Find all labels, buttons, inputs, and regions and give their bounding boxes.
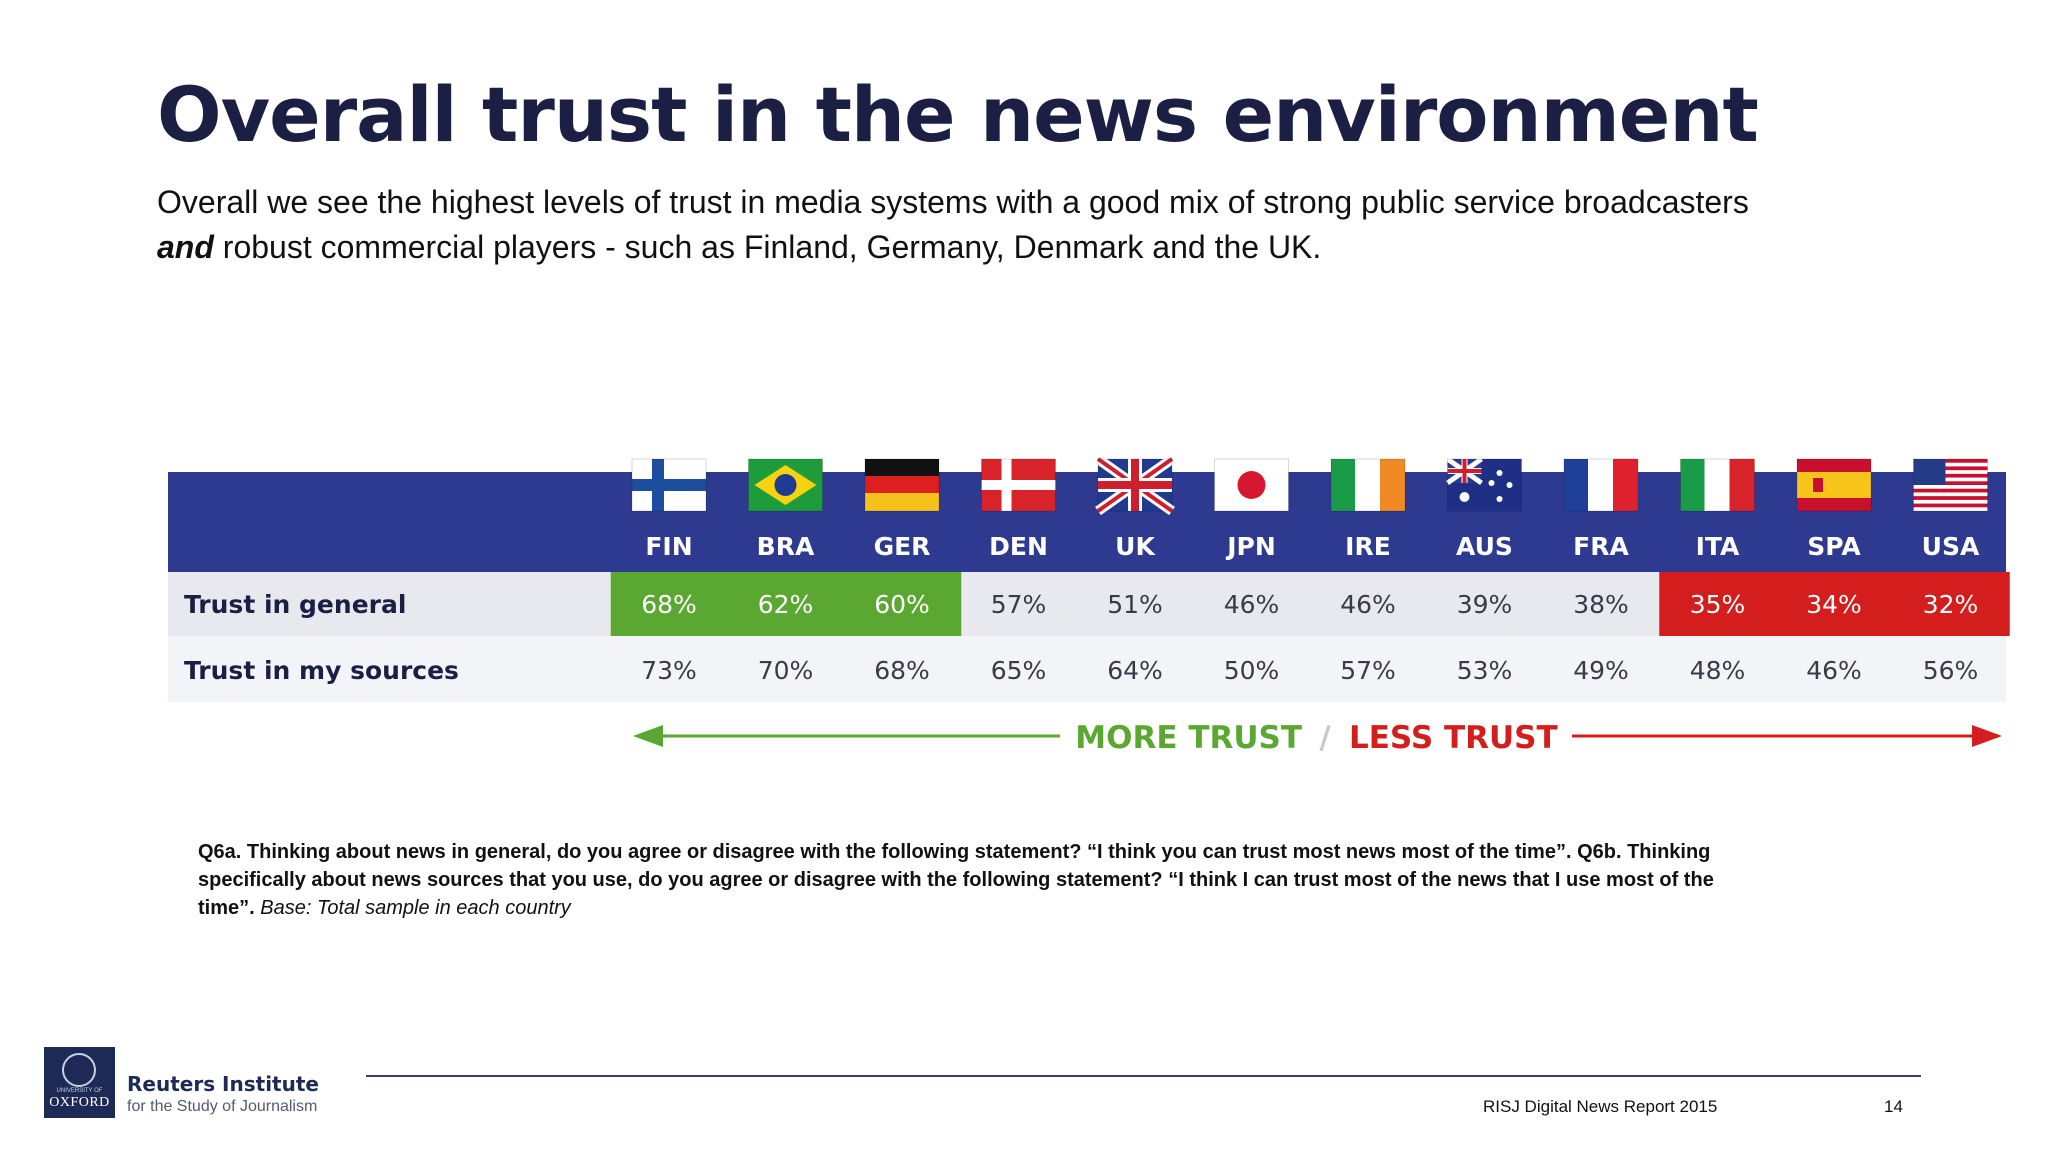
footnote-text: Q6a. Thinking about news in general, do …: [198, 841, 1714, 919]
value-sources-jpn: 50%: [1224, 656, 1280, 685]
value-sources-usa: 56%: [1923, 656, 1979, 685]
value-general-aus: 39%: [1457, 590, 1513, 619]
subtitle-part-1: Overall we see the highest levels of tru…: [157, 184, 1749, 220]
value-sources-uk: 64%: [1107, 656, 1163, 685]
logo-oxford-text: OXFORD: [49, 1095, 110, 1110]
flag-uk-icon: [1095, 454, 1175, 516]
row-label-trust-sources: Trust in my sources: [184, 656, 459, 685]
value-sources-ire: 57%: [1340, 656, 1396, 685]
less-trust-arrowhead: [1972, 725, 2002, 747]
highlight-cell-bra: [727, 572, 845, 636]
highlight-cell-ger: [843, 572, 962, 636]
value-general-fin: 68%: [641, 590, 697, 619]
value-general-jpn: 46%: [1224, 590, 1280, 619]
flag-den-icon: [981, 458, 1056, 512]
country-code-fin: FIN: [645, 532, 692, 561]
value-general-ita: 35%: [1690, 590, 1746, 619]
value-sources-aus: 53%: [1457, 656, 1513, 685]
country-code-usa: USA: [1922, 532, 1980, 561]
subtitle: Overall we see the highest levels of tru…: [157, 180, 1917, 270]
footer-divider: [366, 1075, 1921, 1077]
row-label-trust-general: Trust in general: [184, 590, 406, 619]
highlight-cell-ita: [1659, 572, 1777, 636]
country-code-bra: BRA: [757, 532, 815, 561]
value-general-uk: 51%: [1107, 590, 1163, 619]
subtitle-emphasis: and: [157, 229, 214, 265]
country-code-ger: GER: [874, 532, 931, 561]
value-general-bra: 62%: [758, 590, 814, 619]
highlight-cell-spa: [1775, 572, 1894, 636]
flag-bra-icon: [748, 458, 823, 512]
logo-university-text: UNIVERSITY OF: [56, 1088, 103, 1094]
flag-usa-icon: [1913, 458, 1988, 512]
country-code-ire: IRE: [1345, 532, 1391, 561]
value-general-den: 57%: [991, 590, 1047, 619]
value-sources-fra: 49%: [1573, 656, 1629, 685]
oxford-logo: UNIVERSITY OF OXFORD: [44, 1047, 115, 1118]
org-name: Reuters Institute: [127, 1072, 319, 1096]
value-sources-fin: 73%: [641, 656, 697, 685]
org-subtitle: for the Study of Journalism: [127, 1098, 318, 1115]
footnote-base: Base: Total sample in each country: [260, 897, 571, 919]
country-code-den: DEN: [989, 532, 1048, 561]
flag-fin-icon: [631, 458, 707, 512]
country-code-uk: UK: [1115, 532, 1156, 561]
flag-spa-icon: [1796, 458, 1872, 512]
value-sources-spa: 46%: [1806, 656, 1862, 685]
flag-ita-icon: [1680, 458, 1755, 512]
value-general-spa: 34%: [1806, 590, 1862, 619]
value-general-ger: 60%: [874, 590, 930, 619]
flag-jpn-icon: [1214, 458, 1289, 512]
highlight-cell-usa: [1892, 572, 2010, 636]
value-general-fra: 38%: [1573, 590, 1629, 619]
flag-aus-icon: [1446, 456, 1522, 512]
value-general-ire: 46%: [1340, 590, 1396, 619]
footnote: Q6a. Thinking about news in general, do …: [198, 838, 1758, 922]
flag-ger-icon: [864, 458, 940, 512]
report-name: RISJ Digital News Report 2015: [1483, 1097, 1718, 1116]
trust-separator: /: [1319, 720, 1331, 756]
country-code-fra: FRA: [1573, 532, 1629, 561]
flag-ire-icon: [1330, 458, 1406, 512]
value-general-usa: 32%: [1923, 590, 1979, 619]
country-code-jpn: JPN: [1225, 532, 1276, 561]
highlight-cell-fin: [610, 572, 729, 636]
page-number: 14: [1884, 1097, 1903, 1116]
more-trust-label: MORE TRUST: [1075, 720, 1302, 756]
less-trust-label: LESS TRUST: [1349, 720, 1558, 756]
value-sources-ita: 48%: [1690, 656, 1746, 685]
subtitle-part-2: robust commercial players - such as Finl…: [222, 229, 1322, 265]
page-title: Overall trust in the news environment: [157, 70, 1759, 159]
row-background-sources: [168, 636, 2006, 702]
crest-icon: [62, 1053, 96, 1087]
country-code-aus: AUS: [1456, 532, 1513, 561]
country-code-ita: ITA: [1696, 532, 1740, 561]
more-trust-arrowhead: [633, 725, 663, 747]
value-sources-bra: 70%: [758, 656, 814, 685]
country-code-spa: SPA: [1807, 532, 1861, 561]
value-sources-ger: 68%: [874, 656, 930, 685]
value-sources-den: 65%: [991, 656, 1047, 685]
flag-fra-icon: [1563, 458, 1639, 512]
